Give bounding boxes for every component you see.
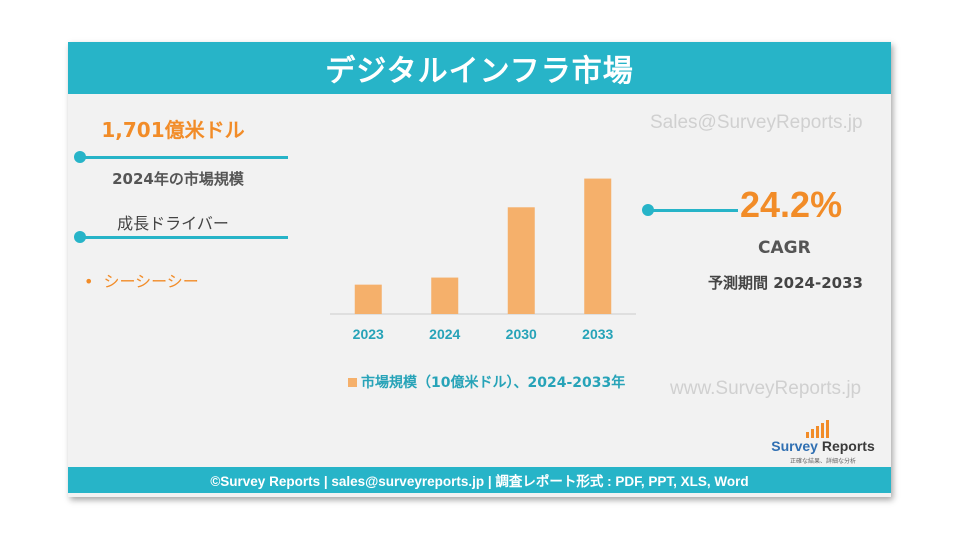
bar-2030 bbox=[507, 207, 535, 314]
market-size-value: 1,701億米ドル bbox=[101, 118, 245, 142]
cagr-label: CAGR bbox=[758, 238, 811, 258]
bullet-icon: • bbox=[84, 272, 94, 291]
logo-name-survey: Survey bbox=[771, 438, 818, 454]
bar-2023 bbox=[354, 284, 382, 314]
bar-2024 bbox=[431, 277, 459, 314]
driver-label: シーシーシー bbox=[103, 272, 199, 291]
x-tick-label-2033: 2033 bbox=[582, 326, 613, 342]
x-tick-label-2024: 2024 bbox=[429, 326, 460, 342]
x-tick-label-2023: 2023 bbox=[353, 326, 384, 342]
logo-name-reports: Reports bbox=[821, 438, 875, 454]
forecast-period: 予測期間 2024-2033 bbox=[708, 274, 863, 292]
infographic-card: デジタルインフラ市場 Sales@SurveyReports.jp www.Su… bbox=[68, 42, 891, 497]
market-bar-chart: 2023 2024 2030 2033 bbox=[330, 178, 636, 342]
page-title: デジタルインフラ市場 bbox=[68, 42, 891, 94]
legend-swatch bbox=[348, 377, 357, 387]
logo-bars-icon bbox=[806, 420, 829, 438]
bar-2033 bbox=[584, 178, 612, 314]
x-tick-label-2030: 2030 bbox=[506, 326, 537, 342]
cagr-line bbox=[648, 209, 738, 212]
footer-bar: ©Survey Reports | sales@surveyreports.jp… bbox=[68, 467, 891, 493]
drivers-title: 成長ドライバー bbox=[117, 214, 229, 233]
divider-line bbox=[80, 156, 288, 159]
survey-reports-logo: Survey Reports 正確な結果、詳細な分析 bbox=[764, 418, 882, 465]
divider-line bbox=[80, 236, 288, 239]
legend-label: 市場規模（10億米ドル）、2024-2033年 bbox=[361, 375, 626, 391]
driver-list-item: • シーシーシー bbox=[84, 268, 199, 292]
cagr-value: 24.2% bbox=[740, 184, 843, 225]
logo-text: Survey Reports bbox=[764, 438, 882, 454]
logo-tagline: 正確な結果、詳細な分析 bbox=[789, 458, 856, 465]
chart-legend: 市場規模（10億米ドル）、2024-2033年 bbox=[348, 372, 625, 392]
market-size-caption: 2024年の市場規模 bbox=[112, 170, 244, 188]
watermark-email: Sales@SurveyReports.jp bbox=[650, 112, 863, 133]
watermark-url: www.SurveyReports.jp bbox=[670, 378, 862, 399]
